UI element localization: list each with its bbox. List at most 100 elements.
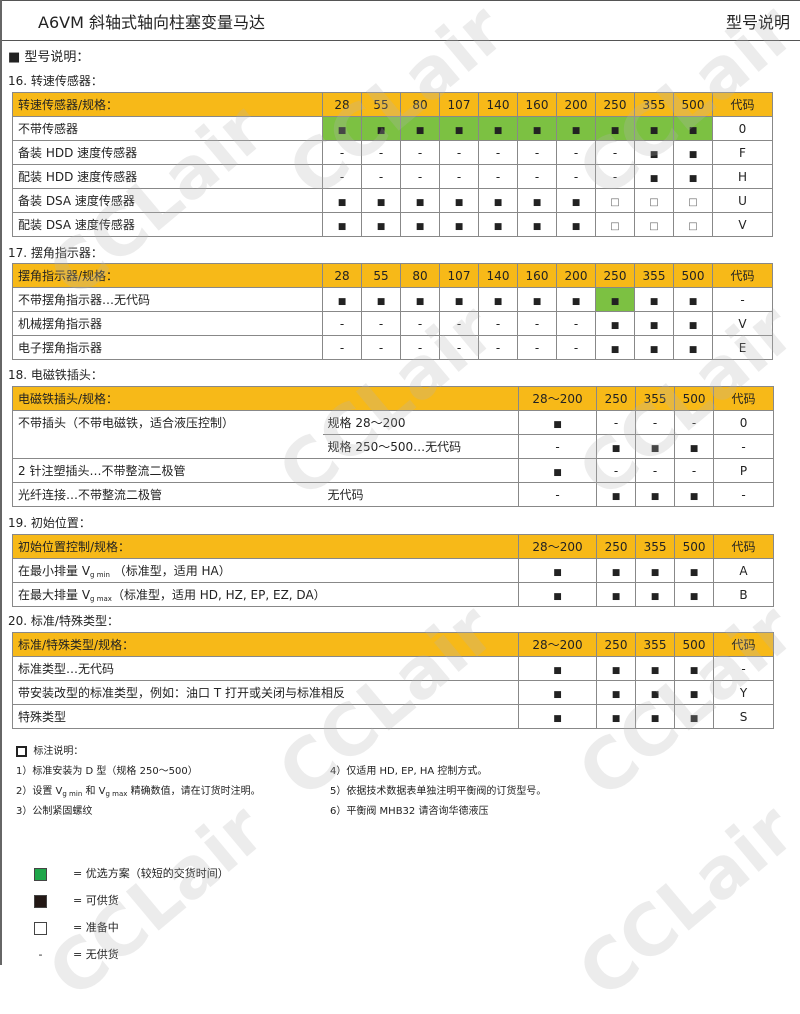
availability-cell: - [400, 164, 440, 189]
table-row: 机械摆角指示器 - - - - - - - ■ ■ ■ V [12, 311, 773, 336]
available-mark: ■ [337, 221, 347, 232]
availability-cell: ■ [322, 188, 362, 213]
available-mark: ■ [553, 567, 562, 578]
not-available-mark: - [495, 340, 501, 355]
not-available-mark: - [339, 340, 345, 355]
not-available-mark: - [573, 169, 579, 184]
availability-cell: ■ [517, 116, 557, 141]
availability-cell: ■ [400, 287, 440, 312]
row-label: 不带摆角指示器…无代码 [12, 287, 323, 312]
availability-cell: - [361, 335, 401, 360]
legend-item: = 优选方案（较短的交货时间） [34, 865, 229, 881]
availability-cell: - [517, 335, 557, 360]
availability-cell: ■ [674, 482, 715, 507]
not-available-mark: - [417, 340, 423, 355]
row-label: 配装 DSA 速度传感器 [12, 212, 323, 237]
not-available-mark: - [456, 316, 462, 331]
left-border [0, 0, 2, 965]
availability-cell: ■ [361, 212, 401, 237]
not-available-mark: - [378, 169, 384, 184]
table-row: 备装 HDD 速度传感器 - - - - - - - - ■ ■ F [12, 140, 773, 165]
not-available-mark: - [456, 145, 462, 160]
spec-table: 初始位置控制/规格： 28～200 250 355 500 代码 在最小排量 Vg min … [11, 534, 775, 607]
availability-cell: - [400, 311, 440, 336]
availability-cell: ■ [518, 680, 597, 705]
availability-cell: - [595, 164, 635, 189]
header-code: 代码 [713, 386, 775, 411]
table-header-row: 摆角指示器/规格： 28 55 80 107 140 160 200 250 355 500 代码 [12, 263, 773, 288]
availability-cell: ■ [595, 287, 635, 312]
available-mark: ■ [493, 296, 503, 307]
table-row: 备装 DSA 速度传感器 ■ ■ ■ ■ ■ ■ ■ □ □ □ U [12, 188, 773, 213]
availability-cell: ■ [478, 116, 518, 141]
row-label: 不带传感器 [12, 116, 323, 141]
green-square-icon [34, 867, 47, 881]
available-mark: ■ [610, 125, 620, 136]
header-size: 355 [634, 263, 674, 288]
availability-cell: ■ [400, 188, 440, 213]
order-code: - [713, 482, 775, 507]
availability-cell: ■ [635, 680, 675, 705]
subscript: g min [90, 571, 110, 579]
in-preparation-mark: □ [688, 196, 698, 208]
order-code: - [713, 434, 775, 459]
available-mark: ■ [688, 149, 698, 160]
available-mark: ■ [689, 591, 699, 602]
dash-icon: - [38, 948, 43, 961]
available-mark: ■ [689, 665, 699, 676]
available-mark: ■ [454, 221, 464, 232]
header-size: 28～200 [518, 534, 598, 559]
legend-text: = 可供货 [73, 894, 119, 907]
availability-cell: ■ [596, 482, 637, 507]
header-size: 355 [635, 386, 676, 411]
availability-cell: ■ [674, 434, 715, 459]
not-available-mark: - [456, 340, 462, 355]
section-heading: 17. 摆角指示器： [8, 246, 103, 260]
availability-cell: - [439, 164, 479, 189]
available-mark: ■ [611, 665, 621, 676]
note-item: 2）设置 Vg min 和 Vg max 精确数值，请在订货时注明。 [16, 786, 261, 798]
row-label: 不带插头（不带电磁铁，适合液压控制） [12, 410, 323, 435]
header-size: 500 [673, 92, 713, 117]
availability-cell: ■ [595, 116, 635, 141]
not-available-mark: - [555, 439, 560, 454]
availability-cell: ■ [478, 287, 518, 312]
section-heading: 20. 标准/特殊类型： [8, 614, 119, 628]
header-size: 80 [400, 263, 440, 288]
available-mark: ■ [649, 296, 659, 307]
header-code: 代码 [713, 534, 775, 559]
order-code: 0 [712, 116, 773, 141]
availability-cell: □ [634, 188, 674, 213]
order-code: U [712, 188, 773, 213]
row-label: 备装 DSA 速度传感器 [12, 188, 323, 213]
table-row: 特殊类型 ■ ■ ■ ■ S [12, 704, 774, 729]
availability-cell: ■ [439, 212, 479, 237]
not-available-mark: - [652, 415, 658, 430]
available-mark: ■ [650, 689, 660, 700]
white-square-icon [34, 921, 47, 935]
available-mark: ■ [337, 296, 347, 307]
availability-cell: - [518, 482, 598, 507]
availability-cell: ■ [673, 335, 713, 360]
not-available-mark: - [691, 415, 697, 430]
availability-cell: ■ [673, 287, 713, 312]
in-preparation-mark: □ [610, 220, 620, 232]
available-mark: ■ [532, 197, 542, 208]
availability-cell: ■ [518, 410, 598, 435]
available-mark: ■ [688, 296, 698, 307]
note-item: 6）平衡阀 MHB32 请咨询华德液压 [330, 806, 489, 817]
order-code: 0 [713, 410, 775, 435]
availability-cell: - [439, 140, 479, 165]
availability-cell: ■ [596, 558, 637, 583]
note-item: 4）仅适用 HD, EP, HA 控制方式。 [330, 766, 488, 777]
note-item: 5）依据技术数据表单独注明平衡阀的订货型号。 [330, 786, 547, 797]
row-label: 机械摆角指示器 [12, 311, 323, 336]
available-mark: ■ [454, 125, 464, 136]
available-mark: ■ [689, 443, 699, 454]
row-sublabel: 规格 250～500…无代码 [322, 434, 520, 459]
order-code: - [713, 656, 774, 681]
availability-cell: - [322, 164, 362, 189]
available-mark: ■ [376, 296, 386, 307]
availability-cell: ■ [439, 287, 479, 312]
availability-cell: ■ [400, 116, 440, 141]
